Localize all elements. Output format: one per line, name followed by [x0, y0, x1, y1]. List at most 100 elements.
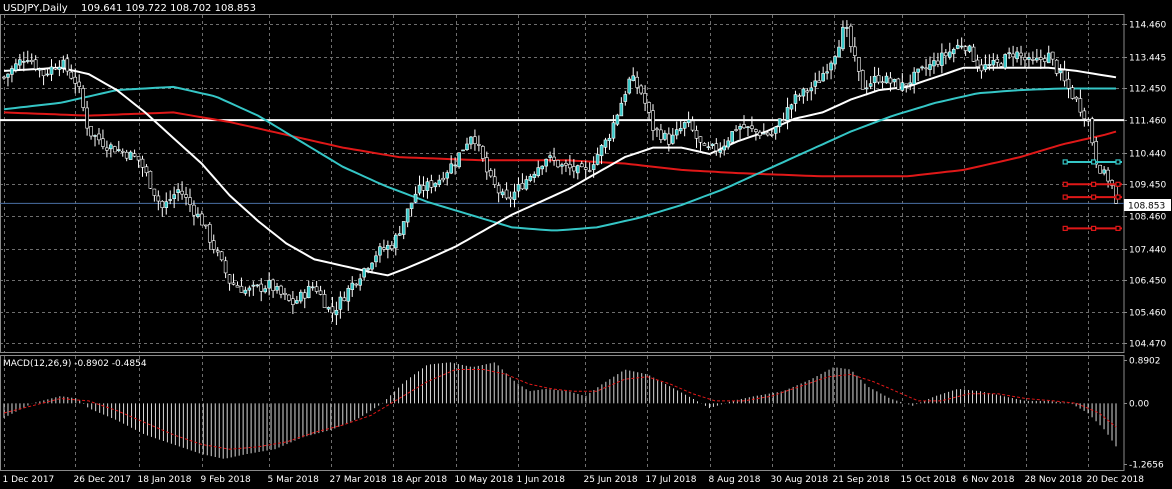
- candle: [184, 186, 188, 206]
- candle: [259, 278, 264, 302]
- y-tick-label: 105.460: [1129, 309, 1166, 319]
- candle-body-down: [81, 88, 85, 108]
- candle: [1007, 47, 1011, 60]
- candle-body-down: [880, 81, 885, 84]
- candle-body-up: [116, 149, 121, 152]
- candle: [275, 282, 279, 294]
- candle-body-down: [860, 70, 865, 90]
- candle-body-up: [686, 119, 691, 124]
- candle-body-up: [611, 122, 616, 139]
- candle: [765, 130, 770, 137]
- candle: [722, 139, 727, 156]
- candle: [536, 160, 541, 178]
- candle-body-down: [1019, 52, 1023, 57]
- candle: [663, 130, 667, 141]
- candle-body-up: [6, 73, 10, 78]
- candle-body-down: [1110, 180, 1114, 186]
- candle: [884, 72, 889, 84]
- candle-body-down: [583, 167, 588, 170]
- candle-body-up: [718, 149, 723, 153]
- candle-body-down: [1082, 110, 1087, 120]
- candle-body-down: [655, 128, 659, 131]
- x-tick-label: 6 Nov 2018: [963, 475, 1015, 485]
- candle-body-up: [21, 61, 26, 63]
- candle: [849, 23, 853, 53]
- candle: [856, 57, 861, 82]
- candle: [362, 267, 366, 281]
- candle: [900, 73, 905, 92]
- candle-body-up: [45, 73, 50, 76]
- candle: [955, 39, 960, 50]
- candle: [338, 291, 343, 319]
- candle-body-down: [1011, 53, 1015, 58]
- candle: [57, 60, 62, 77]
- candle: [623, 90, 628, 106]
- candle-body-down: [184, 194, 188, 198]
- x-tick-label: 15 Oct 2018: [901, 475, 957, 485]
- candle: [330, 296, 335, 322]
- moving-averages: [3, 66, 1117, 277]
- candle-body-down: [690, 120, 695, 131]
- candle-body-up: [326, 307, 331, 310]
- candle: [639, 84, 643, 95]
- candle-body-up: [884, 75, 889, 84]
- candle: [445, 170, 450, 186]
- candle-body-up: [93, 135, 97, 137]
- candle: [702, 142, 707, 146]
- candle: [746, 126, 750, 137]
- candle: [809, 81, 814, 101]
- candle: [544, 158, 548, 173]
- candle-body-down: [520, 183, 525, 190]
- candle-body-up: [370, 262, 374, 270]
- candle-body-down: [754, 129, 758, 132]
- candle-body-down: [144, 166, 149, 174]
- candle-body-up: [417, 184, 422, 194]
- candle: [674, 121, 679, 140]
- candle: [1102, 166, 1106, 176]
- candle-body-down: [382, 247, 386, 250]
- candle: [215, 247, 220, 257]
- candle-body-down: [924, 67, 928, 70]
- candle-body-up: [548, 155, 552, 158]
- candle-body-down: [971, 46, 976, 62]
- candle-body-down: [488, 170, 493, 177]
- candlesticks: [2, 20, 1118, 325]
- candle: [872, 66, 877, 93]
- candle: [247, 285, 252, 297]
- candle-body-down: [101, 138, 105, 147]
- candle: [326, 306, 331, 313]
- candle-body-up: [310, 286, 315, 289]
- candle: [576, 164, 580, 180]
- y-tick-label: 111.460: [1129, 117, 1166, 127]
- candle-body-down: [160, 201, 165, 208]
- macd-panel: [3, 362, 1117, 459]
- candle-body-down: [944, 52, 948, 57]
- candle-body-down: [302, 292, 307, 299]
- candle: [342, 291, 347, 302]
- candle: [382, 239, 386, 252]
- candle-body-up: [358, 278, 362, 286]
- candle: [223, 256, 228, 279]
- candle: [880, 76, 885, 89]
- chart-title: USDJPY,Daily: [3, 3, 68, 14]
- y-tick-label: 107.440: [1129, 246, 1166, 256]
- candle-body-up: [10, 68, 14, 75]
- candle-body-up: [833, 56, 837, 65]
- candle-body-up: [991, 59, 996, 66]
- candle: [105, 140, 109, 158]
- candle: [196, 207, 200, 219]
- candle: [825, 63, 829, 80]
- macd-y-tick-label: 0.8902: [1129, 357, 1161, 367]
- candle: [1090, 116, 1095, 146]
- candle-body-up: [540, 165, 544, 170]
- candle-body-down: [1086, 119, 1091, 122]
- candle-body-down: [120, 150, 125, 153]
- candle-body-up: [955, 44, 960, 49]
- candle: [1046, 45, 1051, 64]
- candle: [267, 272, 271, 296]
- candle: [710, 143, 715, 149]
- candle: [421, 176, 426, 198]
- candle: [25, 50, 30, 64]
- level-marker-dot: [1090, 181, 1097, 187]
